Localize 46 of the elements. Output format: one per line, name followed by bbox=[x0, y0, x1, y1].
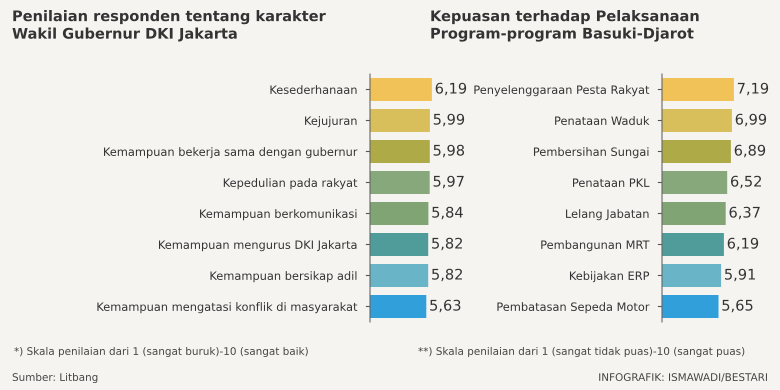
text: *) Skala penilaian dari 1 (sangat buruk)-10 (sangat baik) bbox=[14, 346, 308, 358]
bar bbox=[662, 171, 728, 194]
data-label: 5,91 bbox=[725, 268, 755, 282]
y-tick-label: Kemampuan bekerja sama dengan gubernur bbox=[104, 147, 358, 158]
bar bbox=[662, 233, 724, 256]
data-label: 5,65 bbox=[722, 300, 752, 312]
data-label: 6,37 bbox=[729, 206, 760, 220]
y-tick-label: Penataan Waduk bbox=[555, 116, 650, 125]
y-tick-label: Kepedulian pada rakyat bbox=[224, 178, 358, 190]
y-tick-label: Kebijakan ERP bbox=[570, 271, 650, 282]
y-tick-label: Pembangunan MRT bbox=[541, 240, 650, 252]
bar bbox=[662, 78, 734, 101]
data-label: 5,63 bbox=[430, 300, 460, 312]
y-tick-label: Kejujuran bbox=[305, 116, 357, 128]
data-label: 6,89 bbox=[734, 144, 766, 158]
data-label: 6,19 bbox=[436, 82, 466, 96]
data-label: 6,19 bbox=[728, 238, 758, 250]
data-label: 5,99 bbox=[434, 114, 464, 126]
data-label: 6,52 bbox=[730, 176, 761, 188]
data-label: 7,19 bbox=[738, 82, 768, 96]
y-tick-label: Penataan PKL bbox=[573, 178, 650, 187]
data-label: 5,84 bbox=[432, 206, 463, 220]
bar bbox=[662, 202, 726, 225]
bar bbox=[662, 264, 722, 287]
text: INFOGRAFIK: ISMAWADI/BESTARI bbox=[599, 373, 767, 382]
data-label: 6,99 bbox=[736, 114, 766, 126]
data-label: 5,97 bbox=[434, 176, 464, 188]
chart-title: Kepuasan terhadap Pelaksanaan Program-program Basuki-Djarot bbox=[431, 10, 699, 42]
y-tick-label: Pembatasan Sepeda Motor bbox=[497, 302, 650, 314]
text: Penilaian responden tentang karakter Wakil Gubernur DKI Jakarta bbox=[12, 10, 326, 42]
y-tick-label: Pembersihan Sungai bbox=[534, 147, 648, 158]
y-tick-label: Kemampuan bersikap adil bbox=[210, 271, 356, 282]
data-label: 5,82 bbox=[432, 238, 462, 250]
data-label: 5,98 bbox=[434, 144, 464, 158]
text: Sumber: Litbang bbox=[12, 372, 98, 384]
y-tick-label: Penyelenggaraan Pesta Rakyat bbox=[474, 85, 650, 96]
y-tick-label: Kemampuan berkomunikasi bbox=[200, 209, 356, 220]
text: **) Skala penilaian dari 1 (sangat tidak puas)-10 (sangat puas) bbox=[418, 346, 744, 358]
data-label: 5,82 bbox=[432, 268, 462, 282]
bar bbox=[662, 140, 731, 163]
y-tick-label: Kemampuan mengatasi konflik di masyarakat bbox=[97, 302, 358, 314]
y-tick-label: Lelang Jabatan bbox=[566, 209, 649, 220]
y-tick-label: Kesederhanaan bbox=[270, 85, 357, 94]
y-tick-label: Kemampuan mengurus DKI Jakarta bbox=[159, 240, 356, 252]
bar bbox=[662, 295, 718, 318]
bar bbox=[662, 109, 732, 132]
